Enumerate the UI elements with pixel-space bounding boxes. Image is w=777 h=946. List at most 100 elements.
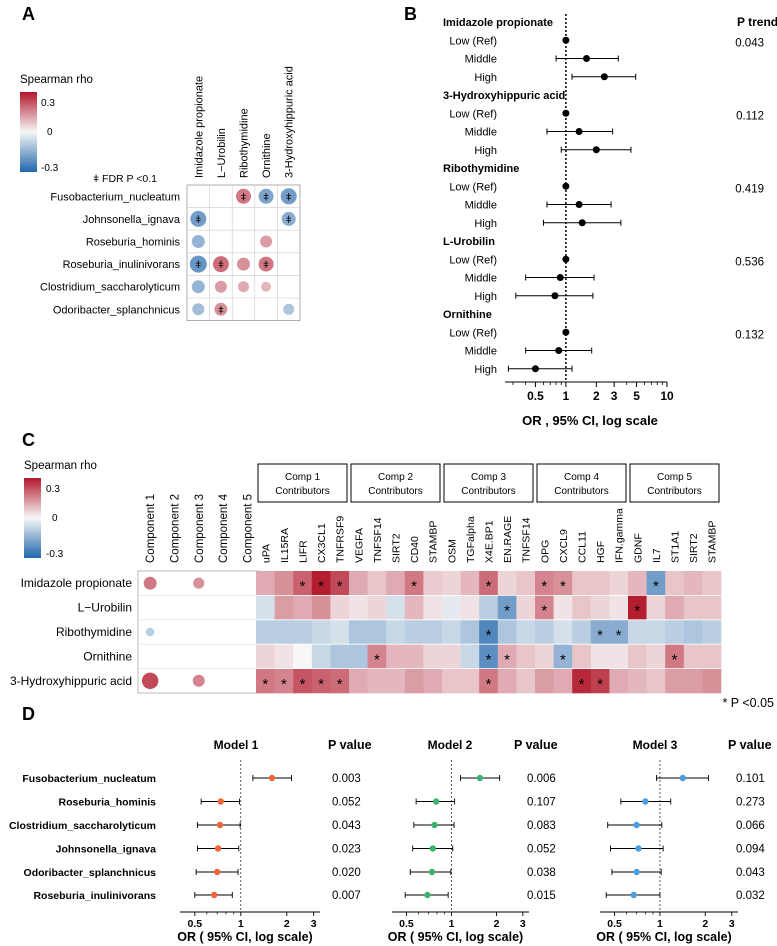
panel-c-protein-label: CX3CL1	[316, 523, 328, 563]
panel-c-group-box	[257, 463, 348, 503]
panel-a-correlation-dot	[236, 188, 251, 204]
panel-c-heatmap-cell	[535, 668, 554, 694]
panel-c-legend-tick: -0.3	[46, 549, 64, 560]
panel-c-heatmap-cell	[628, 644, 647, 669]
panel-a-metabolite-label: L−Urobilin	[216, 128, 228, 178]
panel-c-heatmap-cell	[479, 595, 499, 621]
panel-c-heatmap-cell	[572, 619, 592, 645]
panel-c-p-note: * P <0.05	[722, 696, 774, 710]
panel-d-taxon-label: Roseburia_inulinivorans	[33, 890, 156, 902]
panel-c-heatmap-cell	[665, 571, 685, 596]
panel-c-heatmap-cell	[497, 644, 517, 669]
panel-c-protein-label: CXCL9	[558, 529, 570, 563]
panel-c-heatmap-cell	[311, 668, 331, 694]
panel-c-component-label: Component 4	[218, 493, 230, 563]
panel-c-heatmap-cell	[460, 595, 480, 621]
panel-c-heatmap-cell	[293, 668, 313, 694]
panel-c-protein-label: STAMBP	[428, 521, 440, 563]
panel-c-sig-mark: *	[486, 676, 492, 693]
panel-c-protein-label: TNFRSF9	[335, 516, 347, 563]
panel-b-ptrend-header: P trend	[737, 15, 777, 29]
panel-c-heatmap-cell	[516, 668, 536, 694]
panel-a-correlation-dot	[214, 280, 227, 293]
panel-c-protein-label: CD40	[409, 536, 421, 563]
panel-a-correlation-dot	[237, 257, 250, 271]
panel-c-heatmap-cell	[553, 644, 573, 669]
panel-c-protein-label: IFN.gamma	[614, 508, 626, 563]
panel-c-protein-label: IL7	[651, 548, 663, 563]
panel-c-heatmap-cell	[590, 619, 610, 645]
panel-c-heatmap-cell	[311, 619, 331, 645]
panel-b-point	[531, 365, 539, 373]
panel-b-row-label: Middle	[465, 346, 497, 358]
panel-c-metabolite-label: Ornithine	[83, 649, 132, 663]
panel-d-pvalue: 0.015	[527, 890, 556, 902]
panel-c-heatmap-cell	[702, 619, 722, 645]
panel-d-pvalue: 0.052	[527, 844, 556, 856]
panel-b-row-label: Middle	[465, 127, 497, 139]
panel-a-fdr-mark: ǂ	[286, 192, 292, 203]
panel-c-sig-mark: *	[411, 578, 417, 595]
panel-d-pvalue: 0.020	[332, 867, 361, 879]
panel-a-fdr-mark: ǂ	[195, 215, 201, 226]
panel-c-sig-mark: *	[486, 651, 492, 668]
panel-a-fdr-mark: ǂ	[241, 192, 247, 203]
panel-d-x-tick-label: 3	[311, 918, 317, 930]
panel-c-heatmap-cell	[702, 595, 722, 621]
panel-c-heatmap-cell	[590, 571, 610, 596]
panel-d-model-title: Model 3	[633, 738, 678, 752]
panel-a-taxon-label: Fusobacterium_nucleatum	[50, 191, 180, 203]
panel-b-row-label: Low (Ref)	[449, 254, 497, 266]
panel-a-fdr-mark: ǂ	[263, 260, 269, 271]
panel-c-heatmap-cell	[404, 571, 424, 596]
panel-c-heatmap-cell	[423, 668, 443, 694]
panel-b-point	[556, 274, 564, 281]
panel-c-heatmap-cell	[274, 571, 294, 596]
panel-c-heatmap-cell	[665, 595, 685, 621]
panel-c-group-title: Comp 1	[285, 472, 320, 483]
panel-c-heatmap-cell	[683, 668, 703, 694]
panel-d-pvalue: 0.094	[736, 844, 765, 856]
panel-d-point	[429, 845, 437, 852]
panel-a-legend-title: Spearman rho	[20, 74, 93, 86]
panel-c-metabolite-label: L−Urobilin	[78, 601, 132, 615]
panel-c-heatmap-cell	[386, 595, 406, 621]
panel-c-heatmap-cell	[386, 571, 406, 596]
panel-c-component-label: Component 3	[194, 494, 206, 563]
panel-c-heatmap-cell	[535, 619, 554, 645]
panel-b-point	[575, 201, 583, 208]
panel-a-legend-tick: -0.3	[41, 163, 59, 174]
panel-c-heatmap-cell	[572, 668, 592, 694]
panel-c-sig-mark: *	[318, 578, 324, 595]
panel-c-protein-label: GDNF	[632, 533, 644, 563]
panel-d-pvalue: 0.101	[736, 773, 765, 785]
panel-c-heatmap-cell	[516, 571, 536, 596]
panel-c-heatmap-cell	[349, 595, 368, 621]
panel-c-sig-mark: *	[672, 651, 678, 668]
panel-d-point	[428, 868, 436, 876]
panel-c-heatmap-cell	[646, 595, 666, 621]
panel-d-point	[424, 891, 431, 899]
panel-d-x-tick-label: 0.5	[607, 918, 622, 930]
panel-c-heatmap-cell	[274, 668, 294, 694]
panel-a-legend-tick: 0	[47, 127, 53, 138]
panel-c-component-dot	[141, 672, 159, 690]
panel-d-pvalue: 0.043	[332, 820, 361, 832]
panel-c-heatmap-cell	[590, 595, 610, 621]
panel-c-sig-mark: *	[337, 676, 343, 693]
panel-c-heatmap-cell	[683, 595, 703, 621]
panel-c-heatmap-cell	[665, 668, 685, 694]
panel-letter-a: A	[22, 4, 35, 24]
panel-d-x-tick-label: 1	[238, 918, 244, 930]
panel-d-pvalue: 0.052	[332, 797, 361, 809]
panel-b-point	[551, 292, 559, 300]
panel-c-sig-mark: *	[486, 627, 492, 644]
panel-c-heatmap-cell	[367, 668, 387, 694]
panel-b-row-label: High	[474, 145, 497, 157]
panel-c-heatmap-cell	[404, 595, 424, 621]
panel-b-x-tick-label: 1	[563, 389, 570, 403]
panel-c-heatmap-cell	[460, 619, 480, 645]
panel-d-x-tick-label: 0.5	[187, 918, 202, 930]
panel-c-heatmap-cell	[516, 595, 536, 621]
panel-d-pvalue: 0.083	[527, 820, 556, 832]
